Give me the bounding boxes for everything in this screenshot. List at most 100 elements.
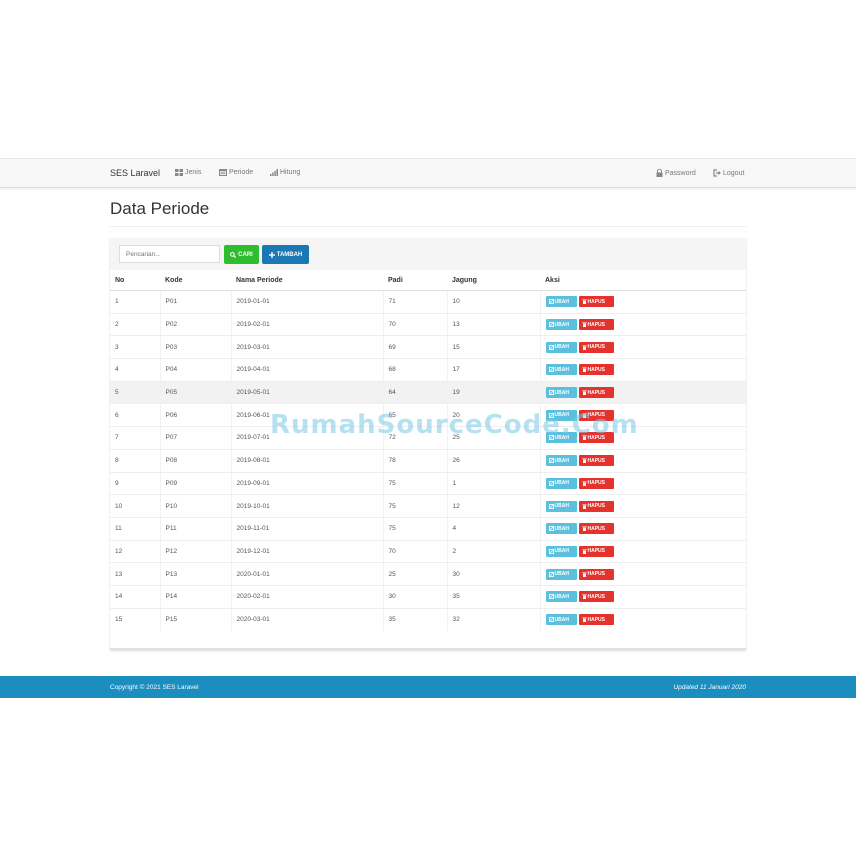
- column-header-no[interactable]: No: [110, 270, 160, 291]
- navbar-brand[interactable]: SES Laravel: [110, 168, 161, 178]
- cell-aksi: UBAH HAPUS: [539, 516, 746, 541]
- search-input[interactable]: [119, 245, 220, 263]
- delete-button[interactable]: HAPUS: [578, 341, 614, 353]
- nav-link-jenis[interactable]: Jenis: [175, 169, 201, 176]
- edit-button[interactable]: UBAH: [545, 591, 577, 603]
- edit-button-label: UBAH: [554, 525, 569, 532]
- edit-button[interactable]: UBAH: [545, 614, 577, 626]
- cell-kode: P15: [159, 607, 231, 631]
- cell-nama-periode: 2019-06-01: [230, 403, 383, 427]
- cell-aksi: UBAH HAPUS: [539, 426, 746, 450]
- cell-padi: 35: [382, 607, 447, 631]
- delete-button[interactable]: HAPUS: [578, 432, 614, 444]
- edit-button-label: UBAH: [554, 344, 569, 351]
- delete-button[interactable]: HAPUS: [578, 568, 614, 580]
- cell-aksi: UBAH HAPUS: [539, 380, 746, 404]
- edit-icon: [548, 344, 554, 350]
- delete-button[interactable]: HAPUS: [578, 523, 614, 535]
- cell-no: 2: [110, 312, 160, 336]
- page-title: Data Periode: [110, 199, 210, 218]
- cell-kode: P11: [159, 516, 231, 541]
- table-header-row: No Kode Nama Periode Padi Jagung Aksi: [110, 270, 746, 291]
- edit-button[interactable]: UBAH: [545, 477, 577, 489]
- edit-button[interactable]: UBAH: [545, 500, 577, 512]
- delete-button[interactable]: HAPUS: [578, 500, 614, 512]
- edit-button[interactable]: UBAH: [545, 455, 577, 467]
- edit-button-label: UBAH: [554, 366, 569, 373]
- delete-button-label: HAPUS: [587, 548, 606, 555]
- delete-button-label: HAPUS: [587, 298, 606, 305]
- edit-icon: [548, 412, 554, 418]
- cell-no: 12: [110, 539, 160, 563]
- cell-nama-periode: 2020-03-01: [230, 607, 383, 631]
- cell-aksi: UBAH HAPUS: [539, 448, 746, 472]
- edit-button[interactable]: UBAH: [545, 364, 577, 376]
- delete-button[interactable]: HAPUS: [578, 545, 614, 557]
- row-actions: UBAH HAPUS: [545, 568, 747, 580]
- cell-no: 4: [110, 358, 160, 382]
- column-header-kode[interactable]: Kode: [160, 270, 231, 291]
- column-header-padi[interactable]: Padi: [383, 270, 447, 291]
- delete-button-label: HAPUS: [587, 480, 606, 487]
- nav-link-hitung[interactable]: Hitung: [270, 169, 300, 176]
- delete-button[interactable]: HAPUS: [578, 319, 614, 331]
- cell-jagung: 10: [446, 290, 540, 314]
- search-button[interactable]: CARI: [224, 245, 259, 264]
- cell-padi: 75: [382, 516, 447, 541]
- nav-link-label: Logout: [723, 169, 745, 177]
- delete-button[interactable]: HAPUS: [578, 296, 614, 308]
- cell-no: 3: [110, 335, 160, 359]
- edit-button[interactable]: UBAH: [545, 341, 577, 353]
- delete-button[interactable]: HAPUS: [578, 409, 614, 421]
- cell-nama-periode: 2020-02-01: [230, 584, 383, 609]
- edit-button-label: UBAH: [554, 616, 569, 623]
- cell-padi: 69: [382, 335, 447, 359]
- cell-nama-periode: 2019-05-01: [230, 380, 383, 404]
- row-actions: UBAH HAPUS: [545, 409, 747, 421]
- delete-button[interactable]: HAPUS: [578, 455, 614, 467]
- delete-button-label: HAPUS: [587, 366, 606, 373]
- bar-chart-icon: [270, 169, 278, 176]
- delete-button[interactable]: HAPUS: [578, 477, 614, 489]
- delete-button[interactable]: HAPUS: [578, 364, 614, 376]
- edit-button[interactable]: UBAH: [545, 568, 577, 580]
- trash-icon: [581, 481, 587, 486]
- cell-padi: 75: [382, 494, 447, 518]
- cell-no: 10: [110, 494, 160, 518]
- edit-button-label: UBAH: [554, 548, 569, 555]
- cell-kode: P06: [159, 403, 231, 427]
- edit-button-label: UBAH: [554, 480, 569, 487]
- edit-button[interactable]: UBAH: [545, 296, 577, 308]
- cell-padi: 25: [382, 562, 447, 586]
- cell-jagung: 30: [446, 562, 540, 586]
- cell-aksi: UBAH HAPUS: [539, 403, 747, 427]
- cell-jagung: 1: [446, 471, 540, 495]
- nav-link-periode[interactable]: Periode: [219, 169, 253, 176]
- cell-kode: P05: [159, 380, 231, 404]
- column-header-jagung[interactable]: Jagung: [447, 270, 540, 291]
- edit-button[interactable]: UBAH: [545, 387, 577, 399]
- edit-button[interactable]: UBAH: [545, 545, 577, 557]
- cell-padi: 78: [382, 448, 447, 472]
- cell-kode: P09: [159, 471, 231, 495]
- trash-icon: [581, 458, 587, 464]
- cell-jagung: 25: [446, 426, 540, 450]
- cell-aksi: UBAH HAPUS: [539, 358, 746, 382]
- cell-nama-periode: 2020-01-01: [230, 562, 383, 586]
- cell-jagung: 2: [446, 539, 540, 563]
- delete-button[interactable]: HAPUS: [578, 591, 614, 603]
- delete-button[interactable]: HAPUS: [578, 614, 614, 626]
- cell-nama-periode: 2019-09-01: [230, 471, 383, 495]
- edit-button[interactable]: UBAH: [545, 432, 577, 444]
- edit-button[interactable]: UBAH: [545, 319, 577, 331]
- add-button[interactable]: TAMBAH: [262, 245, 309, 264]
- column-header-nama-periode[interactable]: Nama Periode: [231, 270, 383, 291]
- edit-button[interactable]: UBAH: [545, 409, 577, 421]
- nav-link-logout[interactable]: Logout: [713, 169, 744, 177]
- table-row: 15 P15 2020-03-01 35 32 UBAH HAPUS: [110, 607, 746, 631]
- cell-kode: P13: [159, 562, 231, 586]
- edit-button[interactable]: UBAH: [545, 523, 577, 535]
- delete-button[interactable]: HAPUS: [578, 387, 614, 399]
- search-icon: [230, 251, 237, 258]
- nav-link-password[interactable]: Password: [656, 169, 696, 177]
